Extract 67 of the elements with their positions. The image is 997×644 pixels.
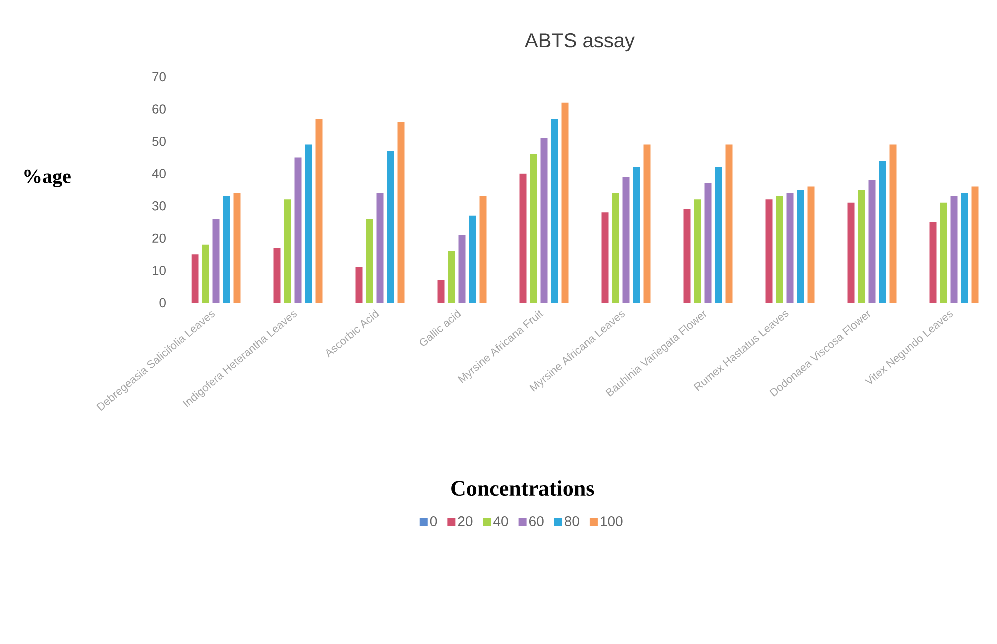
bar — [448, 251, 456, 303]
y-tick-label: 10 — [153, 266, 166, 276]
bar — [316, 118, 323, 303]
bar — [212, 219, 220, 303]
bar — [858, 190, 866, 303]
bar — [284, 200, 292, 303]
bar — [202, 244, 210, 303]
bar — [274, 248, 281, 303]
y-axis-title: %age — [24, 170, 71, 188]
y-tick-label: 60 — [152, 104, 166, 114]
chart-title: ABTS assay — [525, 34, 635, 52]
bar — [398, 122, 405, 303]
bar — [530, 154, 538, 303]
bar — [694, 200, 702, 303]
bar — [930, 222, 937, 303]
legend-label: 40 — [494, 516, 508, 526]
bar — [940, 202, 948, 303]
bar — [305, 144, 312, 303]
bar — [387, 151, 394, 303]
bar — [950, 196, 958, 303]
y-tick-label: 50 — [152, 136, 166, 146]
bar — [540, 138, 548, 303]
bar — [458, 235, 466, 303]
x-axis-title: Concentrations — [452, 480, 594, 496]
y-tick-label: 40 — [152, 169, 166, 178]
y-tick-label: 0 — [160, 298, 166, 308]
bar — [551, 118, 558, 303]
bar — [192, 254, 199, 303]
bar — [294, 158, 302, 303]
bar — [644, 144, 651, 303]
bar — [726, 144, 733, 303]
bar — [715, 167, 722, 303]
bar — [223, 196, 230, 303]
y-tick-label: 20 — [152, 234, 166, 244]
bar — [808, 186, 815, 303]
bar — [797, 190, 804, 303]
bar — [602, 212, 609, 303]
legend-label: 20 — [458, 516, 473, 526]
bar — [890, 144, 897, 303]
bar — [766, 200, 773, 303]
bar — [879, 160, 886, 303]
bar — [562, 102, 569, 303]
bar — [366, 219, 374, 303]
bar — [786, 193, 794, 303]
y-tick-label: 30 — [152, 202, 166, 211]
bar — [972, 186, 979, 303]
bar — [438, 280, 445, 303]
bar — [684, 209, 691, 303]
bar — [612, 193, 620, 303]
legend-label: 100 — [601, 516, 623, 526]
bar — [776, 196, 784, 303]
bar — [376, 193, 384, 303]
bar — [633, 167, 640, 303]
bar — [622, 177, 630, 303]
bar — [704, 184, 712, 303]
legend-label: 60 — [530, 516, 544, 526]
bar — [868, 180, 876, 303]
bar — [480, 196, 487, 303]
bar — [356, 267, 363, 303]
bar — [234, 193, 241, 303]
bar — [469, 216, 476, 303]
bar — [961, 193, 968, 303]
bar — [520, 174, 527, 303]
bar — [848, 202, 855, 303]
y-tick-label: 70 — [152, 72, 166, 82]
legend-label: 0 — [430, 516, 438, 526]
legend-label: 80 — [564, 516, 580, 526]
